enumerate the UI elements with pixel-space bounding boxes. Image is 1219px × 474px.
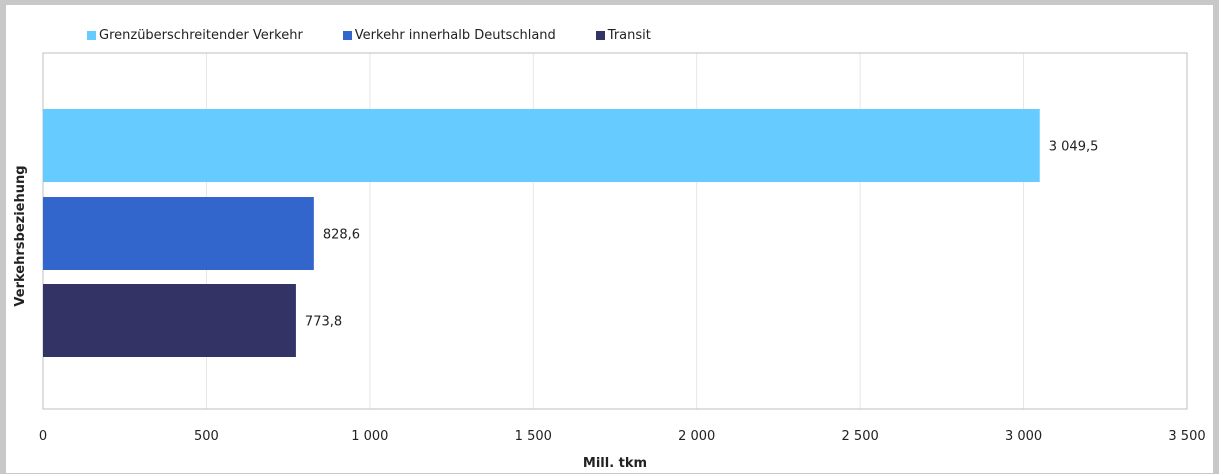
bar — [43, 197, 314, 270]
legend-swatch — [87, 30, 96, 40]
legend-label: Verkehr innerhalb Deutschland — [354, 27, 556, 43]
x-tick-label: 1 500 — [515, 429, 552, 444]
legend-item-innerhalb-deutschland: Verkehr innerhalb Deutschland — [342, 27, 556, 43]
y-axis-title: Verkehrsbeziehung — [13, 165, 28, 306]
x-tick-label: 2 000 — [678, 429, 715, 444]
x-axis-title: Mill. tkm — [583, 456, 647, 471]
bar-value-label: 3 049,5 — [1049, 140, 1099, 155]
bar-value-label: 828,6 — [323, 228, 360, 243]
bar-value-label: 773,8 — [305, 315, 342, 330]
x-tick-label: 3 000 — [1005, 429, 1042, 444]
legend-item-grenzueberschreitend: Grenzüberschreitender Verkehr — [87, 28, 303, 43]
x-tick-label: 500 — [194, 429, 219, 444]
legend-swatch — [595, 30, 605, 40]
x-tick-label: 3 500 — [1168, 429, 1205, 444]
legend-swatch — [342, 30, 352, 40]
bar — [43, 284, 296, 357]
bar — [43, 109, 1040, 182]
legend-item-transit: Transit — [595, 27, 651, 43]
chart-legend: Grenzüberschreitender Verkehr Verkehr in… — [87, 26, 691, 44]
x-tick-label: 0 — [39, 429, 47, 444]
x-tick-label: 1 000 — [351, 429, 388, 444]
legend-label: Transit — [607, 27, 651, 43]
x-tick-label: 2 500 — [842, 429, 879, 444]
legend-label: Grenzüberschreitender Verkehr — [99, 27, 303, 43]
